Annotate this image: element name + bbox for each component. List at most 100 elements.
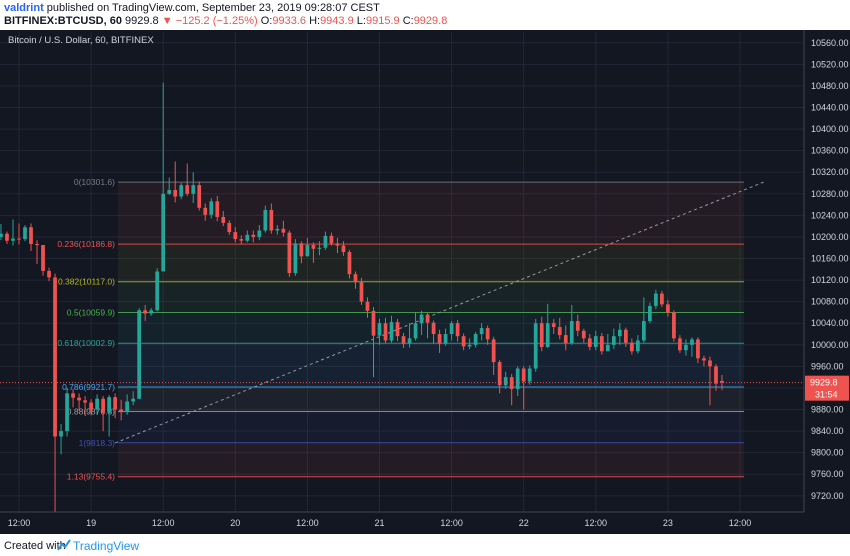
candle xyxy=(233,227,238,243)
candle xyxy=(581,328,586,343)
candle xyxy=(515,366,520,397)
candle-body xyxy=(479,328,484,335)
candle xyxy=(197,181,202,211)
candle xyxy=(479,323,484,341)
candle xyxy=(455,320,460,342)
candle-body xyxy=(527,368,532,382)
candle-body xyxy=(714,366,718,384)
candle-body xyxy=(485,328,490,340)
fib-level-label: 0.618(10002.9) xyxy=(57,338,115,348)
published-text: published on TradingView.com, September … xyxy=(46,2,380,14)
candle xyxy=(71,389,75,408)
candle xyxy=(179,183,184,200)
candle xyxy=(666,300,670,317)
price-tick-label: 9840.00 xyxy=(811,426,844,436)
last-price-badge-text: 9929.8 xyxy=(810,378,838,388)
price-tick-label: 10120.00 xyxy=(811,275,849,285)
time-tick-label: 12:00 xyxy=(585,518,608,528)
candle-body xyxy=(215,201,220,217)
candle-body xyxy=(53,277,57,437)
candle-body xyxy=(642,321,646,341)
candle-body xyxy=(167,190,172,194)
candle xyxy=(143,304,148,322)
low-value: 9915.9 xyxy=(365,15,400,27)
candle-body xyxy=(702,358,706,361)
price-axis[interactable]: 9720.009760.009800.009840.009880.009920.… xyxy=(803,30,850,534)
candle xyxy=(185,163,190,196)
candle-body xyxy=(581,330,586,339)
price-tick-label: 10520.00 xyxy=(811,59,849,69)
candle xyxy=(47,267,51,282)
candle xyxy=(587,334,592,351)
price-tick-label: 10400.00 xyxy=(811,124,849,134)
candle xyxy=(617,323,622,345)
candle-body xyxy=(545,323,550,347)
candle-body xyxy=(383,323,388,341)
candle xyxy=(263,205,268,233)
candle-body xyxy=(59,431,63,437)
candle xyxy=(437,329,442,353)
candle-body xyxy=(329,235,334,244)
fib-retracement[interactable]: 0(10301.6) 0.236(10186.8) 0.382(10117.0) 0.… xyxy=(57,177,744,482)
candle-body xyxy=(113,397,117,410)
candle-body xyxy=(365,301,370,311)
candle-body xyxy=(419,314,424,324)
candle-body xyxy=(341,245,346,253)
candle-body xyxy=(389,322,394,341)
candle-body xyxy=(720,380,724,383)
trend-line-path[interactable] xyxy=(114,181,765,444)
open-value: 9933.6 xyxy=(272,15,306,27)
candle-body xyxy=(47,270,51,278)
price-tick-label: 10440.00 xyxy=(811,103,849,113)
candle xyxy=(149,308,154,316)
price-tick-label: 10200.00 xyxy=(811,232,849,242)
candle xyxy=(53,273,57,512)
tradingview-logo-icon xyxy=(57,539,71,551)
fib-band xyxy=(118,411,744,443)
candle-body xyxy=(431,322,436,335)
price-change: −125.2 (−1.25%) xyxy=(175,15,258,27)
candle-body xyxy=(125,401,130,413)
candle-body xyxy=(497,362,502,386)
candle xyxy=(107,394,111,437)
candle-body xyxy=(359,282,364,302)
price-chart[interactable]: 0(10301.6) 0.236(10186.8) 0.382(10117.0) 0.… xyxy=(0,30,850,534)
time-tick-label: 19 xyxy=(86,518,96,528)
fib-band xyxy=(118,281,744,313)
candle-body xyxy=(317,247,322,249)
candle-body xyxy=(455,323,460,337)
candle xyxy=(702,355,706,367)
grid-lines xyxy=(0,32,804,512)
candle xyxy=(11,219,15,246)
candle xyxy=(257,225,262,241)
price-tick-label: 10240.00 xyxy=(811,210,849,220)
candle xyxy=(720,375,724,391)
candle-body xyxy=(648,305,652,322)
candle-body xyxy=(461,336,466,347)
price-tick-label: 10560.00 xyxy=(811,38,849,48)
brand-name[interactable]: TradingView xyxy=(73,539,140,553)
candle xyxy=(245,230,250,243)
candle xyxy=(41,245,45,276)
candle-body xyxy=(233,232,238,240)
price-axis-background xyxy=(804,30,850,534)
close-label: C: xyxy=(402,15,414,27)
candle xyxy=(684,339,688,356)
candle-body xyxy=(5,233,9,241)
author-link[interactable]: valdrint xyxy=(4,2,44,14)
candle-body xyxy=(107,397,111,413)
fib-level-label: 0(10301.6) xyxy=(74,177,115,187)
candle-body xyxy=(119,409,124,413)
candle-body xyxy=(185,185,190,194)
candle-body xyxy=(401,336,406,344)
candle xyxy=(425,312,430,339)
candle-body xyxy=(209,201,214,215)
price-tick-label: 10160.00 xyxy=(811,254,849,264)
candle xyxy=(527,365,532,385)
time-axis[interactable]: 12:00 19 12:00 20 12:00 21 12:00 22 12:00 23 12:00 xyxy=(0,511,850,534)
trend-line[interactable] xyxy=(114,181,765,444)
candle-body xyxy=(551,323,556,328)
candle xyxy=(467,338,472,350)
candle xyxy=(377,318,382,345)
candle xyxy=(557,317,562,340)
